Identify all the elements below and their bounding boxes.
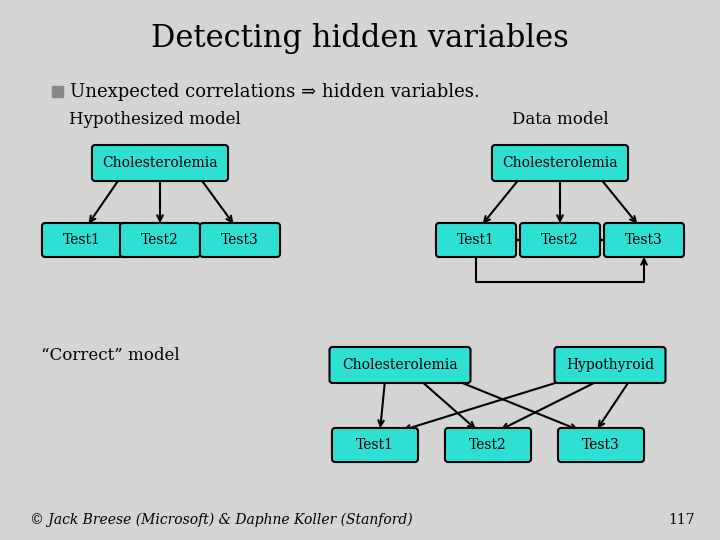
Text: Data model: Data model [512, 111, 608, 129]
Text: Test1: Test1 [356, 438, 394, 452]
FancyBboxPatch shape [558, 428, 644, 462]
Text: Test1: Test1 [63, 233, 101, 247]
Text: Cholesterolemia: Cholesterolemia [502, 156, 618, 170]
Text: “Correct” model: “Correct” model [41, 347, 179, 363]
FancyBboxPatch shape [492, 145, 628, 181]
Text: © Jack Breese (Microsoft) & Daphne Koller (Stanford): © Jack Breese (Microsoft) & Daphne Kolle… [30, 513, 413, 527]
FancyBboxPatch shape [604, 223, 684, 257]
FancyBboxPatch shape [436, 223, 516, 257]
Text: Test3: Test3 [221, 233, 259, 247]
FancyBboxPatch shape [332, 428, 418, 462]
Text: Cholesterolemia: Cholesterolemia [102, 156, 218, 170]
Text: Test3: Test3 [625, 233, 663, 247]
Text: 117: 117 [668, 513, 695, 527]
Bar [52, 86, 63, 97]
FancyBboxPatch shape [120, 223, 200, 257]
Text: Test1: Test1 [457, 233, 495, 247]
Text: Hypothesized model: Hypothesized model [69, 111, 241, 129]
Text: Test2: Test2 [541, 233, 579, 247]
Text: Test3: Test3 [582, 438, 620, 452]
Text: Test2: Test2 [469, 438, 507, 452]
Text: Test2: Test2 [141, 233, 179, 247]
FancyBboxPatch shape [200, 223, 280, 257]
FancyBboxPatch shape [330, 347, 470, 383]
Text: Hypothyroid: Hypothyroid [566, 358, 654, 372]
FancyBboxPatch shape [554, 347, 665, 383]
Text: Unexpected correlations ⇒ hidden variables.: Unexpected correlations ⇒ hidden variabl… [70, 83, 480, 101]
FancyBboxPatch shape [445, 428, 531, 462]
Text: Cholesterolemia: Cholesterolemia [342, 358, 458, 372]
FancyBboxPatch shape [92, 145, 228, 181]
FancyBboxPatch shape [42, 223, 122, 257]
Text: Detecting hidden variables: Detecting hidden variables [151, 23, 569, 53]
FancyBboxPatch shape [520, 223, 600, 257]
